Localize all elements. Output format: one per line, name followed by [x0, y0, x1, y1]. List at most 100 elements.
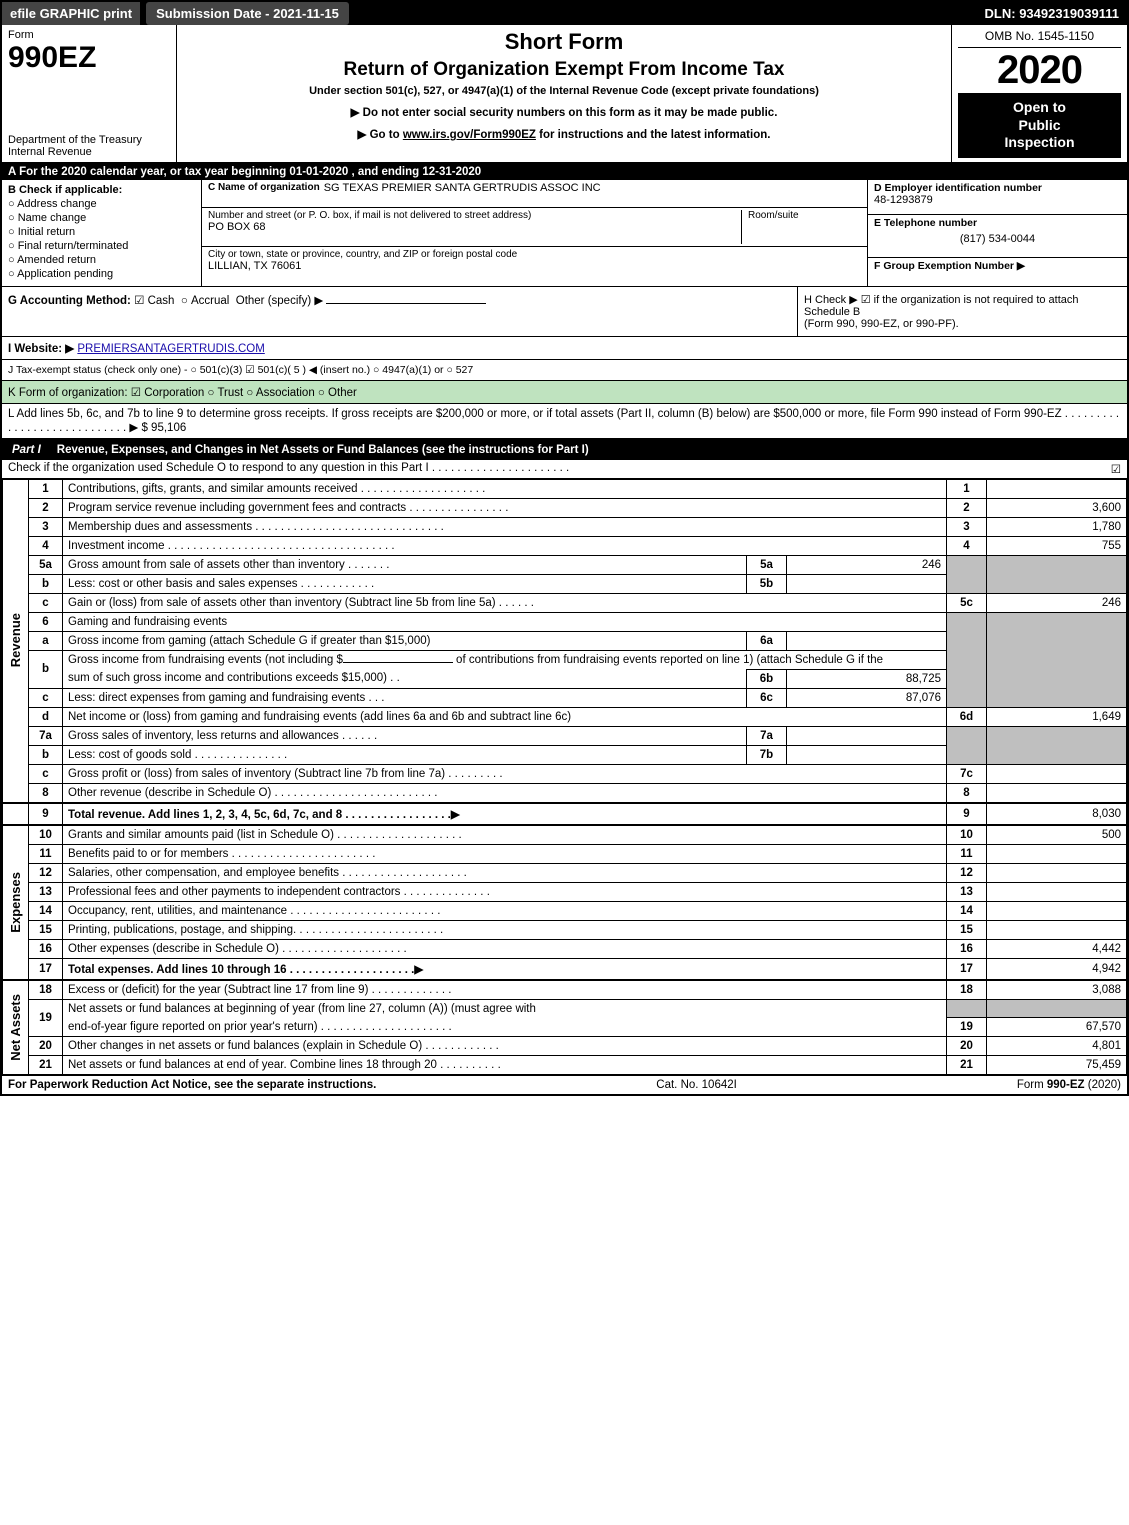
C-city-label: City or town, state or province, country… [208, 249, 517, 260]
line-6b-ic: 6b [747, 669, 787, 688]
line-4-amt: 755 [987, 536, 1127, 555]
line-17-num: 17 [29, 958, 63, 980]
line-7a-desc: Gross sales of inventory, less returns a… [63, 726, 747, 745]
line-1-code: 1 [947, 479, 987, 498]
line-15-desc: Printing, publications, postage, and shi… [63, 920, 947, 939]
chk-cash[interactable]: ☑ [134, 295, 148, 307]
6b-blank[interactable] [343, 662, 453, 663]
line-7c-num: c [29, 764, 63, 783]
line-18-amt: 3,088 [987, 980, 1127, 1000]
line-21-desc: Net assets or fund balances at end of ye… [63, 1056, 947, 1075]
header-block-BF: B Check if applicable: ○ Address change … [2, 180, 1127, 287]
chk-initial-return[interactable]: ○ Initial return [8, 226, 195, 238]
line-1-desc: Contributions, gifts, grants, and simila… [63, 479, 947, 498]
netassets-section-label: Net Assets [3, 980, 29, 1075]
footer-right: Form 990-EZ (2020) [1017, 1079, 1121, 1091]
row-L: L Add lines 5b, 6c, and 7b to line 9 to … [2, 404, 1127, 440]
row-K: K Form of organization: ☑ Corporation ○ … [2, 381, 1127, 404]
line-14-num: 14 [29, 901, 63, 920]
line-7b-ic: 7b [747, 745, 787, 764]
chk-address-change[interactable]: ○ Address change [8, 198, 195, 210]
line-3-desc: Membership dues and assessments . . . . … [63, 517, 947, 536]
line-7c-desc: Gross profit or (loss) from sales of inv… [63, 764, 947, 783]
line-16-amt: 4,442 [987, 939, 1127, 958]
chk-accrual[interactable]: ○ [181, 295, 191, 307]
L-amount: $ 95,106 [141, 422, 186, 434]
line-17-amt: 4,942 [987, 958, 1127, 980]
H-line2: (Form 990, 990-EZ, or 990-PF). [804, 318, 1121, 330]
chk-amended-return[interactable]: ○ Amended return [8, 254, 195, 266]
chk-application-pending[interactable]: ○ Application pending [8, 268, 195, 280]
line-11-num: 11 [29, 844, 63, 863]
line-7a-iv [787, 726, 947, 745]
line-10-desc: Grants and similar amounts paid (list in… [63, 825, 947, 845]
line-7c-code: 7c [947, 764, 987, 783]
schedO-checkbox[interactable]: ☑ [1111, 462, 1121, 476]
part-I-label: Part I [2, 440, 51, 460]
line-19-num: 19 [29, 999, 63, 1037]
shade-7-amt [987, 726, 1127, 764]
section-G: G Accounting Method: ☑ Cash ○ Accrual Ot… [2, 287, 797, 336]
line-6c-num: c [29, 688, 63, 707]
org-city: LILLIAN, TX 76061 [208, 260, 521, 272]
line-10-num: 10 [29, 825, 63, 845]
line-8-code: 8 [947, 783, 987, 803]
cash-label: Cash [148, 295, 175, 307]
shade-7 [947, 726, 987, 764]
form-header: Form 990EZ Department of the Treasury In… [2, 25, 1127, 164]
line-A-tax-year: A For the 2020 calendar year, or tax yea… [2, 164, 1127, 180]
line-7c-amt [987, 764, 1127, 783]
part-I-table: Revenue 1 Contributions, gifts, grants, … [2, 479, 1127, 1076]
website-link[interactable]: PREMIERSANTAGERTRUDIS.COM [77, 343, 264, 355]
F-label: F Group Exemption Number ▶ [874, 260, 1025, 272]
line-21-num: 21 [29, 1056, 63, 1075]
line-2-num: 2 [29, 498, 63, 517]
line-18-desc: Excess or (deficit) for the year (Subtra… [63, 980, 947, 1000]
line-21-code: 21 [947, 1056, 987, 1075]
accrual-label: Accrual [191, 295, 229, 307]
page-footer: For Paperwork Reduction Act Notice, see … [2, 1075, 1127, 1094]
schedule-O-check: Check if the organization used Schedule … [2, 460, 1127, 479]
line-20-num: 20 [29, 1037, 63, 1056]
form-word: Form [8, 29, 170, 41]
line-6a-num: a [29, 631, 63, 650]
expenses-section-label: Expenses [3, 825, 29, 980]
line-12-num: 12 [29, 863, 63, 882]
line-5b-ic: 5b [747, 574, 787, 593]
line-7b-desc: Less: cost of goods sold . . . . . . . .… [63, 745, 747, 764]
efile-print-button[interactable]: efile GRAPHIC print [2, 2, 140, 25]
open-to-public-badge: Open to Public Inspection [958, 93, 1121, 158]
goto-prefix: ▶ Go to [358, 129, 403, 141]
line-9-desc: Total revenue. Add lines 1, 2, 3, 4, 5c,… [63, 803, 947, 825]
line-16-code: 16 [947, 939, 987, 958]
I-label: I Website: ▶ [8, 343, 74, 355]
line-8-desc: Other revenue (describe in Schedule O) .… [63, 783, 947, 803]
revenue-section-label: Revenue [3, 479, 29, 803]
omb-number: OMB No. 1545-1150 [958, 29, 1121, 48]
submission-date-label: Submission Date - 2021-11-15 [146, 2, 349, 25]
line-5c-num: c [29, 593, 63, 612]
line-15-amt [987, 920, 1127, 939]
footer-left: For Paperwork Reduction Act Notice, see … [8, 1079, 376, 1091]
line-7a-num: 7a [29, 726, 63, 745]
line-4-code: 4 [947, 536, 987, 555]
line-2-desc: Program service revenue including govern… [63, 498, 947, 517]
line-10-amt: 500 [987, 825, 1127, 845]
line-15-num: 15 [29, 920, 63, 939]
chk-name-change[interactable]: ○ Name change [8, 212, 195, 224]
line-14-code: 14 [947, 901, 987, 920]
line-11-code: 11 [947, 844, 987, 863]
line-16-num: 16 [29, 939, 63, 958]
line-13-desc: Professional fees and other payments to … [63, 882, 947, 901]
chk-final-return[interactable]: ○ Final return/terminated [8, 240, 195, 252]
org-address: PO BOX 68 [208, 221, 535, 233]
line-18-code: 18 [947, 980, 987, 1000]
dln-label: DLN: 93492319039111 [977, 2, 1127, 25]
E-label: E Telephone number [874, 217, 1121, 229]
D-label: D Employer identification number [874, 182, 1121, 194]
line-5a-num: 5a [29, 555, 63, 574]
footer-center: Cat. No. 10642I [656, 1079, 737, 1091]
other-specify-input[interactable] [326, 303, 486, 304]
shade-19 [947, 999, 987, 1018]
irs-link[interactable]: www.irs.gov/Form990EZ [403, 129, 536, 141]
